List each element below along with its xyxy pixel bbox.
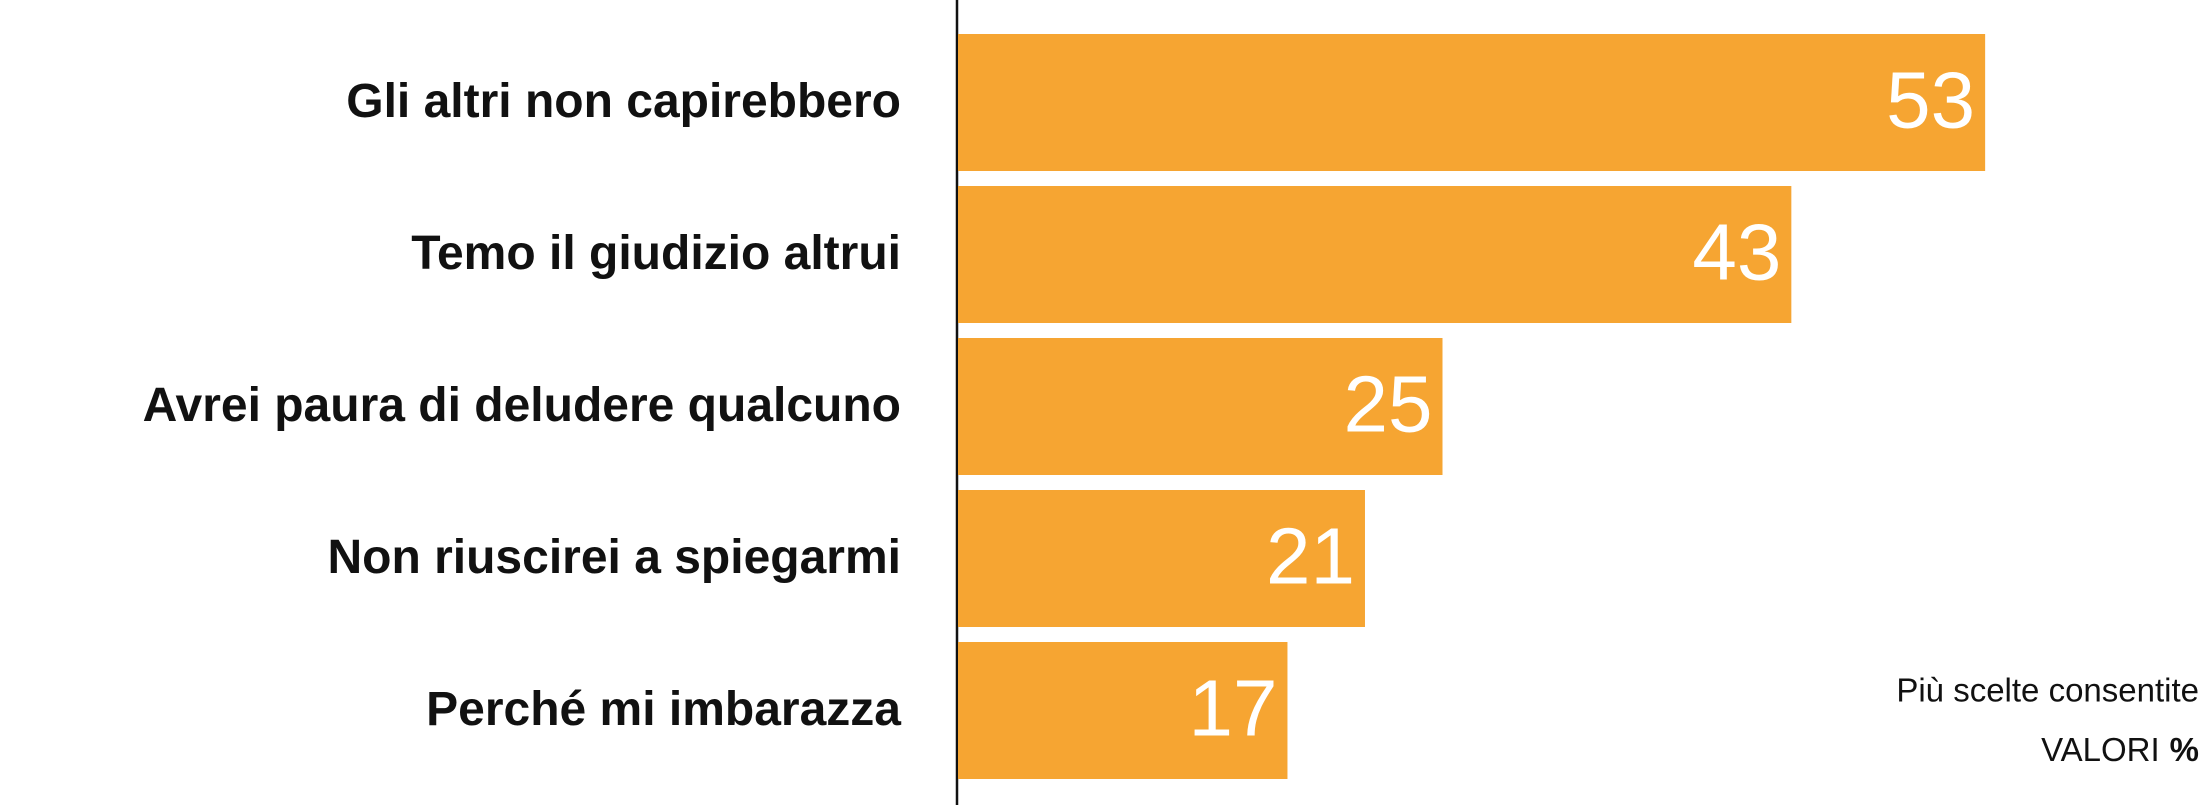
value-label: 43 bbox=[1692, 208, 1781, 297]
bar bbox=[958, 490, 1365, 627]
value-label: 25 bbox=[1344, 360, 1433, 449]
bar bbox=[958, 642, 1288, 779]
unit-label: VALORI bbox=[2041, 731, 2160, 768]
note: Più scelte consentite bbox=[1896, 672, 2199, 709]
category-label: Temo il giudizio altrui bbox=[411, 227, 901, 280]
bar bbox=[958, 186, 1792, 323]
bar bbox=[958, 34, 1986, 171]
category-label: Non riuscirei a spiegarmi bbox=[327, 531, 901, 584]
unit-symbol: % bbox=[2170, 731, 2199, 768]
category-label: Gli altri non capirebbero bbox=[346, 75, 901, 128]
value-label: 53 bbox=[1886, 56, 1975, 145]
unit-note: VALORI% bbox=[2041, 731, 2199, 768]
category-label: Avrei paura di deludere qualcuno bbox=[143, 379, 901, 432]
bar bbox=[958, 338, 1443, 475]
value-label: 17 bbox=[1188, 664, 1277, 753]
value-label: 21 bbox=[1266, 512, 1355, 601]
category-label: Perché mi imbarazza bbox=[426, 683, 901, 736]
